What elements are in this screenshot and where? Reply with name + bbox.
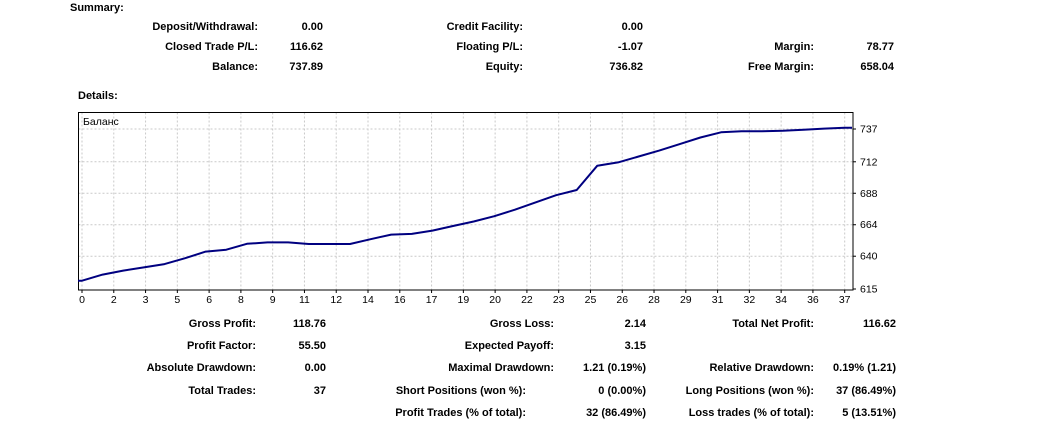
x-axis-tick-label: 32 [744, 294, 756, 306]
x-axis-tick-label: 34 [775, 294, 787, 306]
stat-label: Gross Loss: [489, 318, 554, 330]
stat-label: Equity: [485, 61, 523, 73]
x-axis-tick-label: 3 [143, 294, 149, 306]
details-heading: Details: [78, 90, 118, 102]
x-axis-tick-label: 20 [489, 294, 501, 306]
x-axis-tick-label: 8 [238, 294, 244, 306]
x-axis-tick-label: 6 [206, 294, 212, 306]
x-axis-tick-label: 26 [616, 294, 628, 306]
stat-label: Long Positions (won %): [685, 385, 814, 397]
x-axis-tick-label: 25 [585, 294, 597, 306]
y-axis-tick-label: 664 [860, 219, 878, 231]
x-axis-tick-label: 28 [648, 294, 660, 306]
stat-value: 0.00 [301, 21, 323, 33]
x-axis-tick-label: 17 [426, 294, 438, 306]
stat-label: Margin: [774, 41, 814, 53]
y-axis-tick-label: 640 [860, 251, 878, 263]
stat-label: Credit Facility: [446, 21, 523, 33]
stat-value: 37 [313, 385, 326, 397]
x-axis-tick-label: 0 [79, 294, 85, 306]
balance-chart: 737 712 688 664 640 615 0 2 3 5 6 8 9 11 12 14 16 17 19 20 2… [78, 112, 898, 312]
summary-heading: Summary: [70, 2, 124, 14]
x-axis-tick-label: 12 [330, 294, 342, 306]
stat-label: Expected Payoff: [464, 340, 554, 352]
stat-value: 116.62 [289, 41, 323, 53]
stat-label: Floating P/L: [456, 41, 523, 53]
stat-value: 658.04 [860, 61, 894, 73]
stat-label: Gross Profit: [188, 318, 256, 330]
trades-table: Total Trades: 37 Short Positions (won %): 0… [75, 380, 900, 424]
x-axis-tick-label: 36 [807, 294, 819, 306]
stat-value: 736.82 [609, 61, 643, 73]
x-axis-tick-label: 2 [111, 294, 117, 306]
stat-label: Maximal Drawdown: [448, 362, 554, 374]
stat-label: Deposit/Withdrawal: [152, 21, 258, 33]
stat-label: Balance: [212, 61, 258, 73]
stat-value: 55.50 [298, 340, 326, 352]
stat-value: 0 (0.00%) [598, 385, 646, 397]
stat-label: Total Net Profit: [732, 318, 814, 330]
stat-value: -1.07 [617, 41, 643, 53]
stat-value: 32 (86.49%) [586, 407, 646, 419]
stat-label: Loss trades (% of total): [688, 407, 814, 419]
y-axis-tick-label: 737 [860, 124, 878, 136]
stat-label: Total Trades: [188, 385, 256, 397]
y-axis-tick-label: 615 [860, 284, 878, 296]
stat-value: 118.76 [292, 318, 326, 330]
stat-label: Profit Trades (% of total): [395, 407, 526, 419]
x-axis-tick-label: 23 [553, 294, 565, 306]
x-axis-tick-label: 22 [521, 294, 533, 306]
x-axis-tick-label: 37 [839, 294, 851, 306]
x-axis-tick-label: 19 [458, 294, 470, 306]
stat-value: 78.77 [866, 41, 894, 53]
stat-label: Short Positions (won %): [395, 385, 526, 397]
x-axis-tick-label: 29 [680, 294, 692, 306]
y-axis-tick-label: 688 [860, 188, 878, 200]
stat-value: 0.00 [304, 362, 326, 374]
stat-label: Relative Drawdown: [709, 362, 814, 374]
y-axis-tick-label: 712 [860, 156, 878, 168]
stat-value: 0.00 [621, 21, 643, 33]
results-table: Gross Profit: 118.76 Gross Loss: 2.14 Total … [75, 313, 900, 379]
stat-label: Profit Factor: [186, 340, 256, 352]
stat-value: 5 (13.51%) [842, 407, 896, 419]
x-axis-tick-label: 5 [174, 294, 180, 306]
stat-label: Free Margin: [747, 61, 814, 73]
stat-value: 2.14 [624, 318, 646, 330]
x-axis-tick-label: 9 [270, 294, 276, 306]
stat-value: 1.21 (0.19%) [583, 362, 646, 374]
summary-table: Deposit/Withdrawal: 0.00 Credit Facility: 0… [75, 17, 898, 77]
stat-value: 116.62 [862, 318, 896, 330]
stat-value: 37 (86.49%) [836, 385, 896, 397]
stat-value: 3.15 [624, 340, 646, 352]
x-axis-tick-label: 14 [362, 294, 374, 306]
balance-series-line [78, 126, 852, 282]
stat-label: Absolute Drawdown: [146, 362, 256, 374]
x-axis-tick-label: 16 [394, 294, 406, 306]
x-axis-tick-label: 11 [299, 294, 310, 306]
stat-label: Closed Trade P/L: [165, 41, 258, 53]
stat-value: 737.89 [289, 61, 323, 73]
stat-value: 0.19% (1.21) [833, 362, 896, 374]
series-legend-label: Баланс [83, 116, 119, 128]
x-axis-tick-label: 31 [712, 294, 724, 306]
